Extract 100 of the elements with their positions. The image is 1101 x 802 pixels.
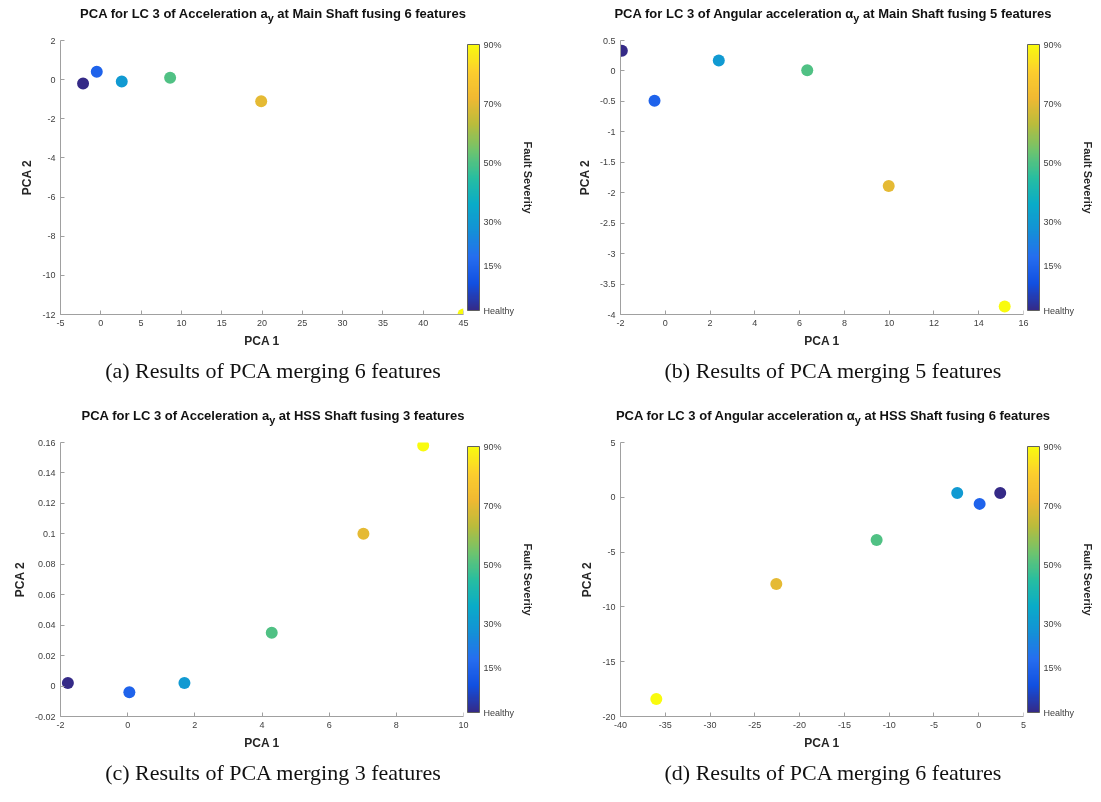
y-tick-label: -4 <box>47 152 56 163</box>
x-tick-label: 8 <box>393 719 399 730</box>
point <box>650 692 663 705</box>
x-tick-label: 6 <box>326 719 332 730</box>
text: (d) Results of PCA merging 6 features <box>664 759 1002 787</box>
x-tick-label: -5 <box>929 719 938 730</box>
y-tick-label: -3 <box>607 248 616 259</box>
text: (a) Results of PCA merging 6 features <box>105 357 441 385</box>
color-bar-label: 15% <box>1043 261 1062 272</box>
x-tick-label: 10 <box>176 317 187 328</box>
x-tick-label: 5 <box>138 317 144 328</box>
color-bar-label: 90% <box>483 39 502 50</box>
y-tick-label: 0.08 <box>37 559 56 570</box>
color-bar-label: 30% <box>1043 216 1062 227</box>
x-tick-label: 45 <box>458 317 469 328</box>
y-axis-title: PCA 2 <box>577 159 592 196</box>
y-tick-label: -8 <box>47 231 56 242</box>
color-bar-label: 90% <box>1043 39 1062 50</box>
color-bar-label: 30% <box>1043 618 1062 629</box>
point <box>417 442 430 452</box>
y-tick-label: -1.5 <box>599 157 616 168</box>
point <box>712 54 725 67</box>
y-axis-title: PCA 2 <box>12 561 27 598</box>
x-tick-label: -10 <box>882 719 896 730</box>
y-tick-label: 0.1 <box>42 528 56 539</box>
color-bar-label: 15% <box>483 663 502 674</box>
y-tick-label: -2 <box>47 113 56 124</box>
point <box>994 486 1007 499</box>
point <box>90 65 103 78</box>
color-bar-label: Healthy <box>1043 305 1075 316</box>
x-tick-label: 35 <box>377 317 388 328</box>
y-tick-label: 0.14 <box>37 467 56 478</box>
y-tick-label: -0.02 <box>34 711 56 722</box>
point <box>648 94 661 107</box>
x-axis-title: PCA 1 <box>804 735 840 750</box>
x-tick-label: 40 <box>418 317 429 328</box>
y-tick-label: 0.06 <box>37 589 56 600</box>
chart-title: PCA for LC 3 of Acceleration a$_{y}$ at Main Shaft fusing 6 features <box>80 5 466 26</box>
point <box>77 77 90 90</box>
point <box>998 300 1011 313</box>
x-axis-title: PCA 1 <box>804 333 840 348</box>
color-bar-label: 50% <box>483 559 502 570</box>
point <box>255 95 268 108</box>
y-tick-label: -2 <box>607 187 616 198</box>
color-bar-label: Healthy <box>1043 707 1075 718</box>
y-tick-label: -0.5 <box>599 96 616 107</box>
y-axis-title: PCA 2 <box>580 561 595 598</box>
x-tick-label: 6 <box>797 317 803 328</box>
color-bar-label: 50% <box>1043 559 1062 570</box>
y-tick-label: 0.16 <box>37 437 56 448</box>
y-tick-label: 0 <box>610 492 616 503</box>
x-tick-label: 14 <box>973 317 984 328</box>
y-tick-label: 0.02 <box>37 650 56 661</box>
y-tick-label: -2.5 <box>599 218 616 229</box>
point <box>115 75 128 88</box>
point <box>973 497 986 510</box>
chart-title: PCA for LC 3 of Angular acceleration α$_{y}$ at Main Shaft fusing 5 features <box>614 5 1052 26</box>
color-bar-label: 50% <box>483 157 502 168</box>
chart-title: PCA for LC 3 of Acceleration a$_{y}$ at HSS Shaft fusing 3 features <box>81 407 465 428</box>
color-bar-label: 70% <box>1043 500 1062 511</box>
y-tick-label: 0.5 <box>602 35 616 46</box>
x-tick-label: 30 <box>337 317 348 328</box>
y-tick-label: -15 <box>602 656 616 667</box>
x-tick-label: 5 <box>1021 719 1027 730</box>
y-tick-label: -5 <box>607 547 616 558</box>
y-tick-label: -4 <box>607 309 616 320</box>
x-axis-title: PCA 1 <box>244 735 280 750</box>
x-tick-label: 20 <box>256 317 268 328</box>
y-tick-label: 0 <box>50 74 56 85</box>
point <box>357 527 370 540</box>
x-tick-label: 15 <box>216 317 227 328</box>
color-bar-title: Fault Severity <box>1081 141 1094 215</box>
y-tick-label: -10 <box>42 270 56 281</box>
x-tick-label: 8 <box>841 317 847 328</box>
x-tick-label: 10 <box>884 317 895 328</box>
point <box>870 534 883 547</box>
x-tick-label: 0 <box>125 719 131 730</box>
x-tick-label: 4 <box>259 719 265 730</box>
x-tick-label: 12 <box>928 317 939 328</box>
x-tick-label: 16 <box>1018 317 1029 328</box>
color-bar-label: 15% <box>483 261 502 272</box>
y-tick-label: 0 <box>610 65 616 76</box>
y-tick-label: -6 <box>47 192 56 203</box>
x-tick-label: 2 <box>707 317 713 328</box>
point <box>801 64 814 77</box>
y-tick-label: -1 <box>607 126 616 137</box>
color-bar-title: Fault Severity <box>1081 543 1094 617</box>
point <box>61 677 74 689</box>
y-tick-label: 5 <box>610 437 616 448</box>
y-tick-label: 0.12 <box>37 498 56 509</box>
point <box>882 180 895 193</box>
point <box>123 686 136 699</box>
point <box>265 626 278 639</box>
y-tick-label: -10 <box>602 601 616 612</box>
y-tick-label: 0 <box>50 681 56 692</box>
x-tick-label: 2 <box>192 719 198 730</box>
x-tick-label: 0 <box>662 317 668 328</box>
x-tick-label: 4 <box>752 317 758 328</box>
x-tick-label: -25 <box>748 719 762 730</box>
color-bar-label: 70% <box>1043 98 1062 109</box>
